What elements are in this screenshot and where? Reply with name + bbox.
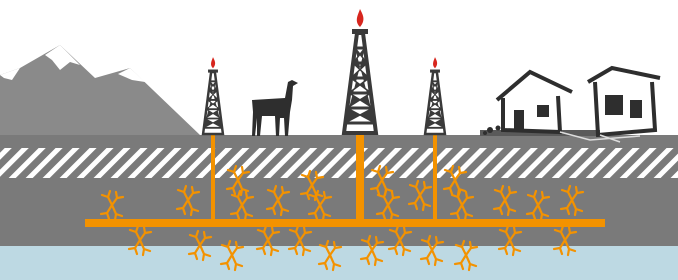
house-wall: [595, 82, 655, 135]
derrick-large: [344, 9, 376, 133]
well-pipe: [433, 135, 437, 222]
window: [605, 95, 623, 115]
window: [537, 105, 549, 117]
window: [630, 100, 642, 118]
well-pipe: [211, 135, 215, 222]
roof: [588, 68, 660, 82]
well-pipe: [356, 135, 364, 222]
door: [514, 110, 524, 130]
horizontal-pipe: [85, 219, 605, 227]
derrick: [203, 57, 223, 134]
groundwater: [0, 246, 678, 280]
derrick-small: [203, 57, 223, 134]
derrick-small: [425, 57, 445, 134]
rubble: [496, 126, 501, 131]
rubble: [483, 131, 487, 135]
fracking-illustration: [0, 0, 678, 280]
aquifer-layer: [0, 148, 678, 178]
page: {}: [0, 0, 678, 280]
derrick: [425, 57, 445, 134]
llama: [252, 80, 298, 136]
house-wall: [503, 96, 560, 132]
rubble: [487, 127, 493, 133]
derrick: [344, 9, 376, 133]
roof: [497, 72, 572, 100]
mountains: [0, 45, 200, 135]
